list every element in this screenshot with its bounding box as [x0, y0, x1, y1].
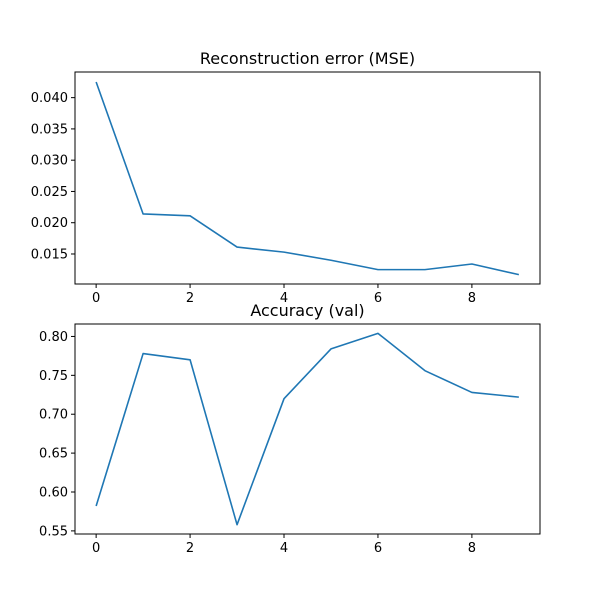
mse-x-axis: 0 2 4 6 8 — [92, 284, 476, 306]
accuracy-y-axis: 0.55 0.60 0.65 0.70 0.75 0.80 — [39, 330, 75, 539]
accuracy-x-tick-label: 6 — [374, 541, 382, 556]
mse-x-tick-label: 0 — [92, 291, 100, 306]
mse-y-axis: 0.015 0.020 0.025 0.030 0.035 0.040 — [31, 91, 75, 262]
accuracy-x-tick-label: 0 — [92, 541, 100, 556]
accuracy-y-tick-label: 0.65 — [39, 447, 68, 462]
accuracy-chart: Accuracy (val) 0 2 4 6 8 0.55 0.60 0.65 0.70 0.7… — [39, 301, 541, 556]
mse-y-tick-label: 0.025 — [31, 185, 68, 200]
accuracy-axes-frame — [74, 323, 541, 535]
accuracy-x-tick-label: 4 — [280, 541, 288, 556]
accuracy-x-axis: 0 2 4 6 8 — [92, 534, 476, 556]
mse-x-tick-label: 8 — [468, 291, 476, 306]
mse-axes-frame — [74, 71, 541, 285]
mse-y-tick-label: 0.020 — [31, 216, 68, 231]
mse-x-tick-label: 4 — [280, 291, 288, 306]
accuracy-y-tick-label: 0.60 — [39, 486, 68, 501]
mse-x-tick-label: 2 — [186, 291, 194, 306]
accuracy-y-tick-label: 0.70 — [39, 408, 68, 423]
accuracy-x-tick-label: 2 — [186, 541, 194, 556]
mse-chart-title: Reconstruction error (MSE) — [200, 49, 415, 68]
accuracy-x-tick-label: 8 — [468, 541, 476, 556]
mse-series-line — [95, 81, 520, 276]
mse-x-tick-label: 6 — [374, 291, 382, 306]
accuracy-y-tick-label: 0.75 — [39, 369, 68, 384]
accuracy-chart-title: Accuracy (val) — [250, 301, 364, 320]
mse-y-tick-label: 0.040 — [31, 91, 68, 106]
mse-y-tick-label: 0.030 — [31, 154, 68, 169]
mse-y-tick-label: 0.035 — [31, 122, 68, 137]
mse-y-tick-label: 0.015 — [31, 247, 68, 262]
accuracy-series-line — [95, 332, 519, 526]
accuracy-y-tick-label: 0.80 — [39, 330, 68, 345]
accuracy-y-tick-label: 0.55 — [39, 524, 68, 539]
